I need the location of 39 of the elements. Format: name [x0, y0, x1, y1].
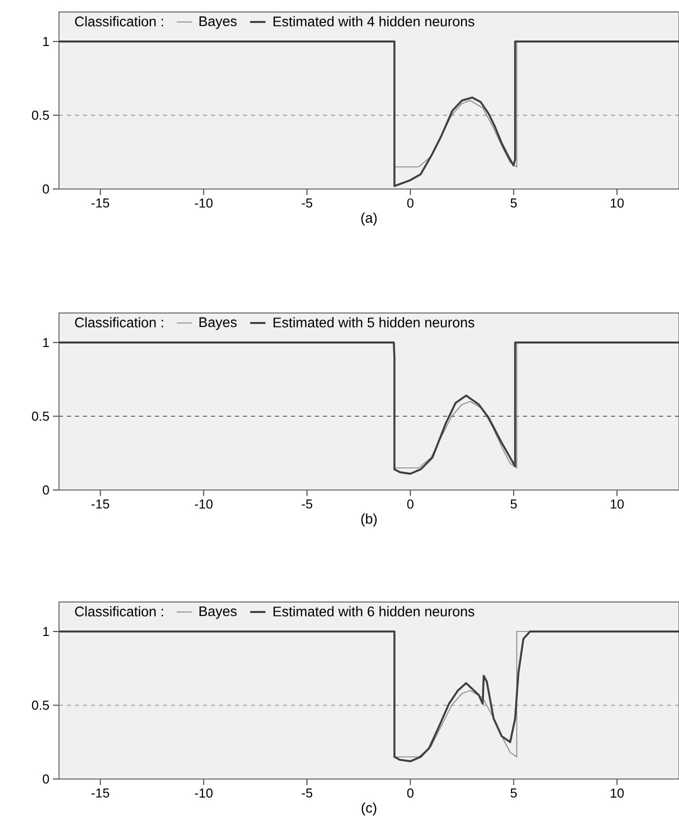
- y-tick-label: 0.5: [32, 412, 49, 421]
- x-tick-label: -15: [92, 500, 110, 509]
- x-tick-label: -5: [302, 198, 312, 208]
- x-tick-label: 5: [510, 788, 517, 798]
- y-tick-label: 0: [42, 184, 49, 194]
- y-tick-label: 1: [43, 37, 49, 46]
- x-tick-label: 0: [407, 788, 414, 798]
- x-tick-label: -15: [92, 788, 110, 798]
- x-tick-label: -10: [194, 500, 213, 509]
- x-tick-label: 5: [510, 500, 517, 509]
- legend-title: Classification :: [75, 16, 164, 26]
- x-tick-label: -10: [194, 788, 213, 798]
- legend-label: Bayes: [200, 606, 237, 619]
- x-axis-title: (a): [361, 212, 377, 226]
- x-tick-label: 10: [610, 500, 624, 509]
- legend-label: Estimated with 4 hidden neurons: [274, 16, 474, 26]
- x-tick-label: 0: [407, 198, 414, 208]
- y-tick-label: 0: [42, 485, 49, 495]
- y-tick-label: 0: [42, 774, 49, 784]
- y-tick-label: 0.5: [32, 700, 49, 710]
- legend-label: Bayes: [200, 317, 237, 330]
- x-tick-label: -10: [194, 198, 213, 208]
- y-tick-label: 1: [43, 627, 49, 636]
- legend-title: Classification :: [75, 317, 164, 328]
- x-tick-label: 0: [407, 500, 414, 509]
- legend-label: Estimated with 5 hidden neurons: [274, 317, 474, 328]
- x-tick-label: 10: [610, 198, 624, 208]
- x-tick-label: 10: [610, 788, 624, 798]
- y-tick-label: 1: [43, 338, 49, 347]
- x-axis-title: (c): [362, 802, 376, 816]
- legend-label: Bayes: [200, 16, 237, 29]
- x-tick-label: 5: [510, 198, 517, 208]
- legend-title: Classification :: [75, 606, 164, 616]
- x-tick-label: -5: [302, 500, 312, 509]
- y-tick-label: 0.5: [32, 110, 49, 120]
- legend-label: Estimated with 6 hidden neurons: [274, 606, 474, 616]
- x-axis-title: (b): [361, 514, 377, 527]
- x-tick-label: -15: [92, 198, 110, 208]
- x-tick-label: -5: [302, 788, 312, 798]
